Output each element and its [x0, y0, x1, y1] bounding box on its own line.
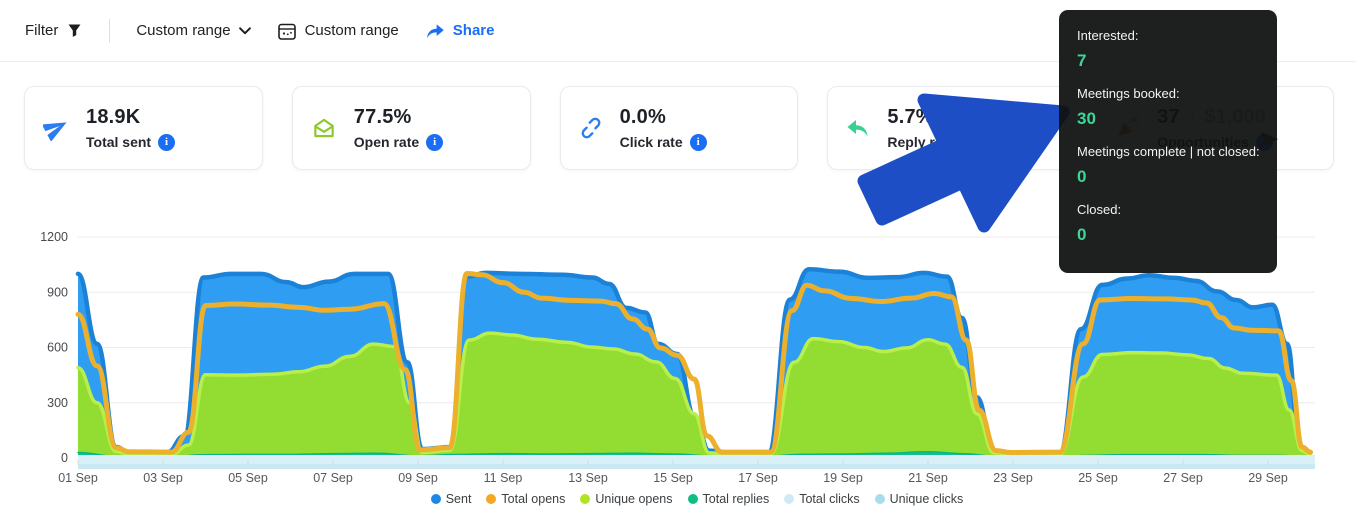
filter-button[interactable]: Filter	[25, 22, 83, 39]
date-range-picker[interactable]: Custom range	[277, 21, 399, 41]
paper-plane-icon	[43, 122, 67, 141]
legend-label: Total clicks	[799, 492, 860, 506]
open-envelope-icon	[314, 118, 334, 138]
email-performance-chart[interactable]: 0 300 600 900 1200 01 Sep 03 Sep 05 Sep 07 Sep 09…	[0, 225, 1356, 525]
svg-text:29 Sep: 29 Sep	[1248, 471, 1288, 485]
reply-arrow-icon	[847, 120, 868, 137]
legend-item-sent[interactable]: Sent	[430, 492, 472, 506]
svg-text:0: 0	[61, 451, 68, 465]
stat-value: 5.7%	[887, 105, 934, 128]
date-range-picker-label: Custom range	[304, 22, 399, 39]
legend-dot	[486, 494, 497, 504]
share-button[interactable]: Share	[425, 22, 495, 40]
svg-text:17 Sep: 17 Sep	[738, 471, 778, 485]
stat-label: Reply rate	[887, 134, 956, 150]
tooltip-item-meetings-booked: Meetings booked: 30	[1077, 85, 1261, 130]
legend-item-unique-clicks[interactable]: Unique clicks	[874, 492, 964, 506]
info-icon[interactable]: i	[962, 133, 980, 151]
share-icon	[426, 23, 444, 38]
svg-text:19 Sep: 19 Sep	[823, 471, 863, 485]
svg-text:900: 900	[47, 285, 68, 299]
filter-label: Filter	[25, 22, 59, 39]
chart-legend: Sent Total opens Unique opens Total replies…	[78, 490, 1316, 508]
legend-item-total-clicks[interactable]: Total clicks	[784, 492, 860, 506]
tooltip-item-interested: Interested: 7	[1077, 27, 1261, 72]
legend-dot	[874, 494, 885, 504]
stat-label: Total sent	[86, 134, 152, 150]
stat-label: Open rate	[353, 134, 420, 150]
svg-text:09 Sep: 09 Sep	[398, 471, 438, 485]
filter-funnel-icon	[68, 24, 81, 37]
svg-text:27 Sep: 27 Sep	[1163, 471, 1203, 485]
legend-item-total-opens[interactable]: Total opens	[486, 492, 565, 506]
stat-value: 77.5%	[353, 105, 412, 128]
info-icon[interactable]: i	[426, 133, 444, 151]
svg-text:1200: 1200	[40, 230, 68, 244]
legend-dot	[430, 494, 441, 504]
svg-text:11 Sep: 11 Sep	[484, 471, 523, 485]
svg-text:05 Sep: 05 Sep	[228, 471, 268, 485]
svg-text:600: 600	[47, 341, 68, 355]
tooltip-label: Meetings booked:	[1077, 86, 1180, 101]
svg-text:21 Sep: 21 Sep	[908, 471, 948, 485]
tooltip-item-closed: Closed: 0	[1077, 201, 1261, 246]
toolbar-divider	[109, 18, 111, 43]
svg-text:13 Sep: 13 Sep	[568, 471, 608, 485]
legend-label: Unique opens	[595, 492, 673, 506]
legend-label: Unique clicks	[889, 492, 964, 506]
svg-text:23 Sep: 23 Sep	[993, 471, 1033, 485]
tooltip-value: 0	[1077, 225, 1087, 244]
info-icon[interactable]: i	[689, 133, 707, 151]
legend-dot	[580, 494, 591, 504]
tooltip-label: Closed:	[1077, 202, 1122, 217]
svg-text:07 Sep: 07 Sep	[313, 471, 353, 485]
tooltip-value: 0	[1077, 167, 1087, 186]
svg-text:15 Sep: 15 Sep	[653, 471, 693, 485]
tooltip-label: Interested:	[1077, 28, 1139, 43]
svg-text:03 Sep: 03 Sep	[143, 471, 183, 485]
tooltip-value: 7	[1077, 51, 1087, 70]
stat-value: 0.0%	[619, 105, 666, 128]
tooltip-item-meetings-complete: Meetings complete | not closed: 0	[1077, 143, 1261, 188]
legend-item-total-replies[interactable]: Total replies	[687, 492, 770, 506]
stat-label: Click rate	[619, 134, 683, 150]
info-icon[interactable]: i	[158, 133, 176, 151]
stat-card-total-sent: 18.9K Total sent i	[24, 86, 263, 170]
legend-label: Total opens	[501, 492, 566, 506]
svg-text:300: 300	[47, 396, 68, 410]
legend-label: Total replies	[702, 492, 770, 506]
tooltip-value: 30	[1077, 109, 1096, 128]
svg-text:25 Sep: 25 Sep	[1078, 471, 1118, 485]
stat-card-click-rate: 0.0% Click rate i	[559, 86, 799, 170]
legend-label: Sent	[445, 492, 472, 506]
calendar-icon	[277, 23, 296, 40]
date-range-dropdown[interactable]: Custom range	[136, 22, 251, 39]
stat-card-reply-rate: 5.7% Reply rate i	[827, 86, 1067, 170]
legend-dot	[687, 494, 698, 504]
legend-item-unique-opens[interactable]: Unique opens	[580, 492, 673, 506]
legend-dot	[784, 494, 795, 504]
stat-value: 18.9K	[86, 105, 141, 128]
svg-text:01 Sep: 01 Sep	[58, 471, 98, 485]
share-label: Share	[452, 22, 495, 39]
tooltip-label: Meetings complete | not closed:	[1077, 144, 1260, 159]
stat-card-open-rate: 77.5% Open rate i	[291, 86, 531, 170]
date-range-dropdown-label: Custom range	[136, 22, 231, 39]
opportunities-tooltip: Interested: 7 Meetings booked: 30 Meetin…	[1059, 10, 1277, 273]
chevron-down-icon	[238, 26, 251, 34]
link-icon	[581, 117, 601, 139]
